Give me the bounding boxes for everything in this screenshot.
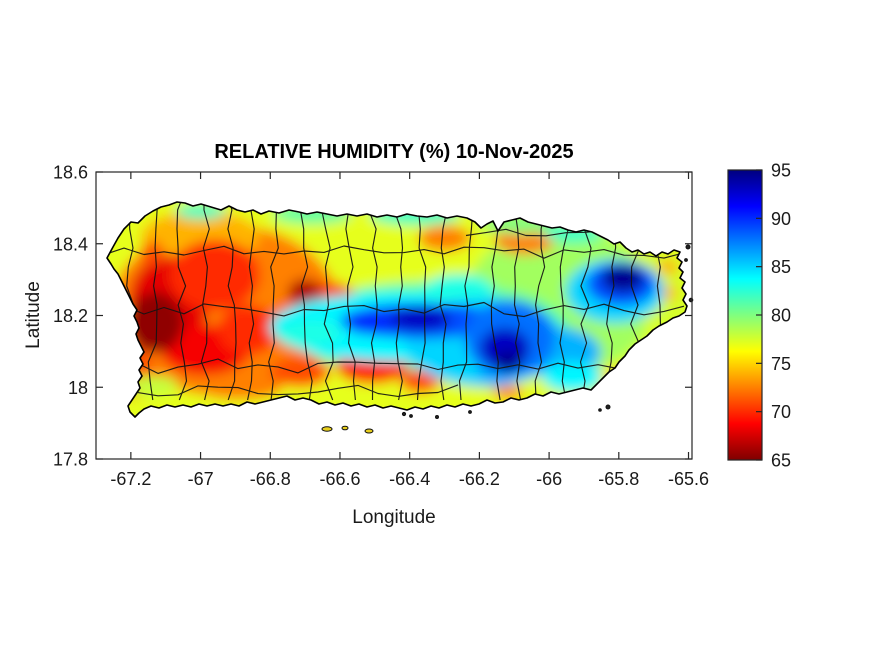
islet <box>321 426 333 432</box>
humidity-blob <box>494 350 522 373</box>
boundary-line <box>268 202 280 401</box>
humidity-blob <box>288 278 323 307</box>
boundary-line <box>200 202 210 401</box>
humidity-blob <box>400 369 440 394</box>
boundary-line <box>176 202 188 401</box>
x-tick-label: -66.6 <box>319 469 360 489</box>
y-axis-tick-labels: 18.6 18.4 18.2 18 17.8 <box>53 163 88 470</box>
y-tick-label: 18 <box>68 378 88 398</box>
colorbar-tick-labels: 95 90 85 80 75 70 65 <box>771 161 791 471</box>
colorbar-tick-label: 65 <box>771 451 791 471</box>
humidity-blob <box>390 307 451 331</box>
axis-tick-marks <box>96 171 692 460</box>
boundary-line <box>247 202 257 401</box>
humidity-blob <box>542 362 603 393</box>
humidity-blob <box>127 292 184 353</box>
colorbar-tick-label: 95 <box>771 161 791 181</box>
boundary-line <box>345 202 356 401</box>
y-tick-label: 18.4 <box>53 234 88 254</box>
boundary-line <box>226 202 237 401</box>
colorbar-tick-label: 75 <box>771 354 791 374</box>
islet <box>605 404 611 410</box>
x-tick-label: -66.8 <box>250 469 291 489</box>
x-tick-label: -66 <box>536 469 562 489</box>
boundary-line <box>439 202 448 401</box>
islet <box>401 411 407 417</box>
islet <box>409 414 413 418</box>
colorbar: 95 90 85 80 75 70 65 <box>727 161 791 471</box>
islet <box>598 408 602 412</box>
y-axis-label: Latitude <box>23 281 44 349</box>
x-tick-label: -66.2 <box>459 469 500 489</box>
boundary-line <box>107 301 685 318</box>
colorbar-tick-label: 85 <box>771 257 791 277</box>
boundary-line <box>107 245 685 259</box>
islet <box>468 410 472 414</box>
colorbar-tick-label: 80 <box>771 306 791 326</box>
islet <box>684 258 688 262</box>
humidity-blob <box>418 225 471 252</box>
x-tick-label: -65.8 <box>598 469 639 489</box>
islet <box>341 425 349 431</box>
x-tick-label: -67.2 <box>110 469 151 489</box>
x-axis-label: Longitude <box>352 507 435 528</box>
boundary-line <box>147 202 158 401</box>
colorbar-tick-label: 70 <box>771 402 791 422</box>
x-tick-label: -66.4 <box>389 469 430 489</box>
islet <box>685 244 691 250</box>
y-tick-label: 18.6 <box>53 163 88 183</box>
humidity-blob <box>602 264 644 293</box>
colorbar-tick-label: 90 <box>771 209 791 229</box>
y-tick-label: 18.2 <box>53 306 88 326</box>
humidity-blob <box>657 259 679 275</box>
boundary-line <box>298 202 313 401</box>
offshore-islets <box>321 244 694 434</box>
x-axis-tick-labels: -67.2 -67 -66.8 -66.6 -66.4 -66.2 -66 -65.8 -65.… <box>110 469 709 489</box>
islet <box>364 428 374 434</box>
humidity-blob <box>344 311 396 335</box>
boundary-line <box>321 202 334 401</box>
chart-title: RELATIVE HUMIDITY (%) 10-Nov-2025 <box>214 141 573 163</box>
x-tick-label: -67 <box>188 469 214 489</box>
humidity-blob <box>493 384 523 400</box>
y-tick-label: 17.8 <box>53 450 88 470</box>
boundary-line <box>137 384 459 397</box>
x-tick-label: -65.6 <box>668 469 709 489</box>
humidity-blob <box>169 239 260 311</box>
boundary-line <box>393 202 404 401</box>
islet <box>435 415 439 419</box>
boundary-line <box>368 202 378 401</box>
boundary-line <box>117 358 639 374</box>
colorbar-tick-marks <box>756 169 762 461</box>
humidity-blob <box>218 304 278 355</box>
